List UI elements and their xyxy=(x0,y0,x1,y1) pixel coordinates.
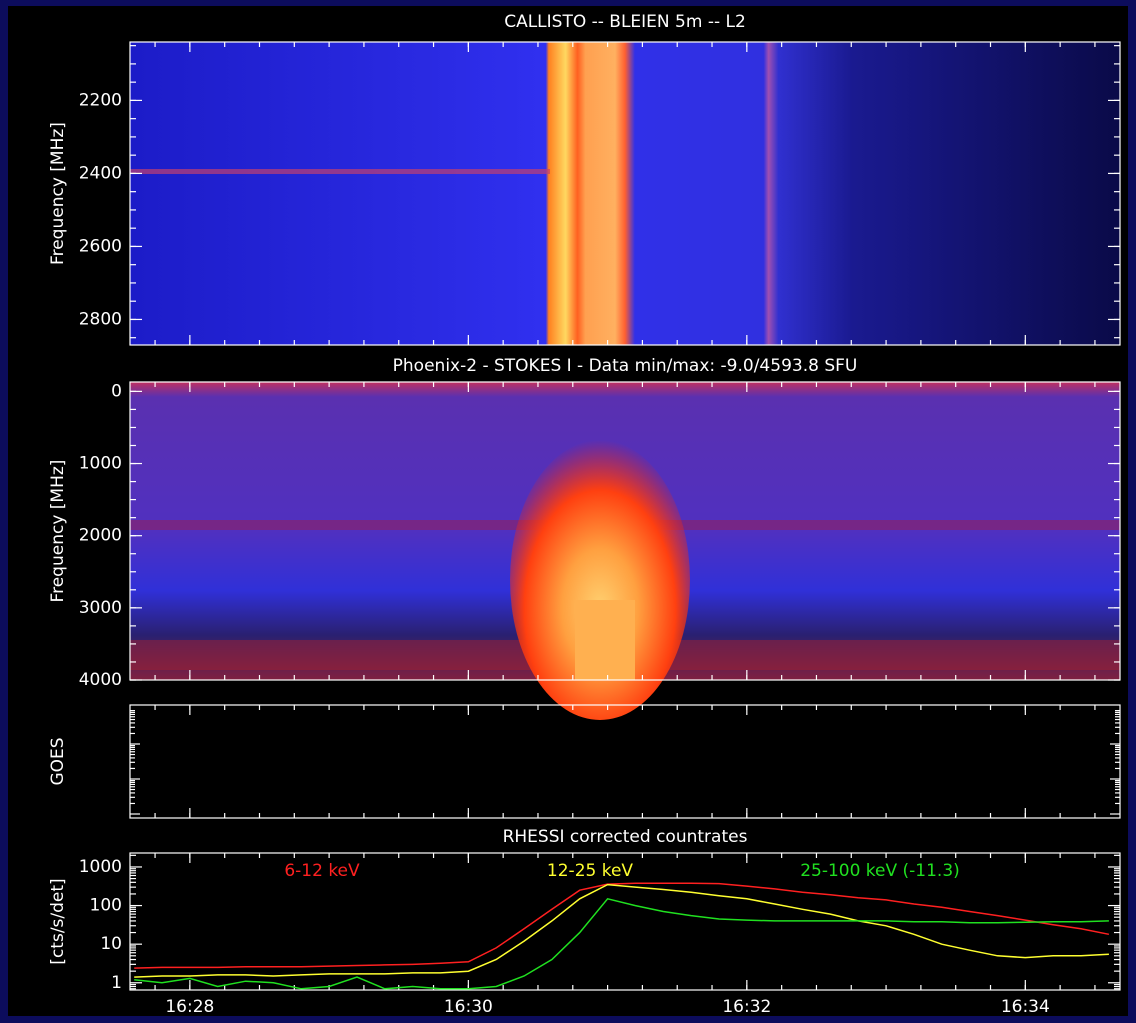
y-tick-label: 2600 xyxy=(79,236,122,256)
y-tick-label: 2800 xyxy=(79,309,122,329)
y-axis-label: Frequency [MHz] xyxy=(48,460,68,603)
y-tick-label: 2200 xyxy=(79,90,122,110)
spectrogram-burst xyxy=(575,600,635,680)
spectrogram-band xyxy=(130,169,550,174)
y-axis-label: GOES xyxy=(48,737,68,785)
chart: CALLISTO -- BLEIEN 5m -- L2 Frequency [MH… xyxy=(0,0,1136,1023)
legend-label: 6-12 keV xyxy=(284,861,360,881)
y-tick-label: 1000 xyxy=(79,857,122,877)
chart-title: CALLISTO -- BLEIEN 5m -- L2 xyxy=(504,12,746,32)
chart-title: Phoenix-2 - STOKES I - Data min/max: -9.… xyxy=(393,356,858,376)
y-tick-label: 0 xyxy=(111,381,122,401)
chart-title: RHESSI corrected countrates xyxy=(503,827,748,847)
y-tick-label: 100 xyxy=(90,896,122,916)
y-tick-label: 1 xyxy=(111,973,122,993)
y-tick-label: 1000 xyxy=(79,454,122,474)
x-tick-label: 16:30 xyxy=(444,997,493,1017)
y-tick-label: 3000 xyxy=(79,598,122,618)
y-tick-label: 4000 xyxy=(79,670,122,690)
x-tick-label: 16:32 xyxy=(722,997,771,1017)
y-axis-label: Frequency [MHz] xyxy=(48,122,68,265)
y-tick-label: 10 xyxy=(100,934,122,954)
spectrogram xyxy=(130,42,1120,345)
x-tick-label: 16:28 xyxy=(165,997,214,1017)
y-tick-label: 2400 xyxy=(79,163,122,183)
legend-label: 25-100 keV (-11.3) xyxy=(800,861,960,881)
x-tick-label: 16:34 xyxy=(1001,997,1050,1017)
y-axis-label: [cts/s/det] xyxy=(48,878,68,964)
y-tick-label: 2000 xyxy=(79,526,122,546)
legend-label: 12-25 keV xyxy=(547,861,633,881)
